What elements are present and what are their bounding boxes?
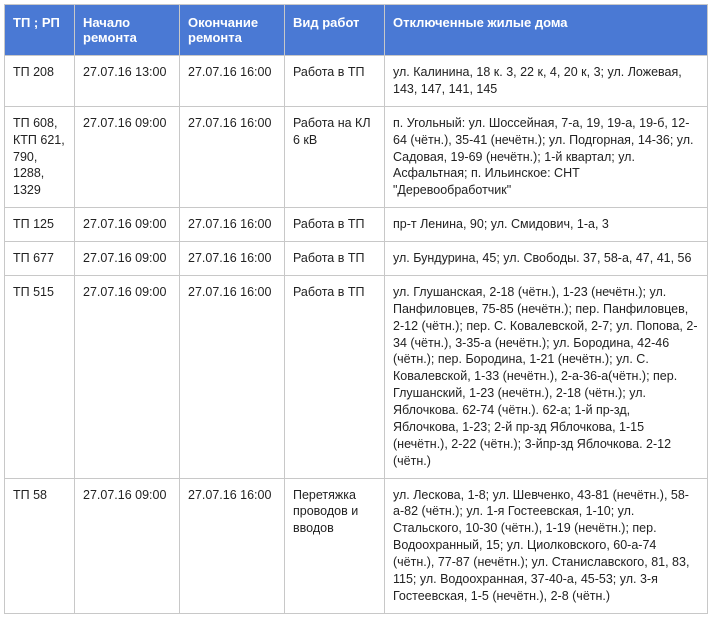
cell-work: Работа на КЛ 6 кВ [285,106,385,207]
col-start: Начало ремонта [75,5,180,56]
cell-work: Перетяжка проводов и вводов [285,478,385,613]
cell-tp: ТП 125 [5,208,75,242]
col-tp-rp: ТП ; РП [5,5,75,56]
table-header: ТП ; РП Начало ремонта Окончание ремонта… [5,5,708,56]
cell-end: 27.07.16 16:00 [180,106,285,207]
cell-start: 27.07.16 09:00 [75,242,180,276]
cell-houses: ул. Бундурина, 45; ул. Свободы. 37, 58-а… [385,242,708,276]
cell-work: Работа в ТП [285,275,385,478]
table-row: ТП 608, КТП 621, 790, 1288, 1329 27.07.1… [5,106,708,207]
cell-tp: ТП 677 [5,242,75,276]
cell-work: Работа в ТП [285,242,385,276]
cell-work: Работа в ТП [285,208,385,242]
table-row: ТП 208 27.07.16 13:00 27.07.16 16:00 Раб… [5,56,708,107]
cell-tp: ТП 608, КТП 621, 790, 1288, 1329 [5,106,75,207]
cell-work: Работа в ТП [285,56,385,107]
cell-start: 27.07.16 09:00 [75,478,180,613]
table-row: ТП 58 27.07.16 09:00 27.07.16 16:00 Пере… [5,478,708,613]
cell-houses: п. Угольный: ул. Шоссейная, 7-а, 19, 19-… [385,106,708,207]
cell-houses: пр-т Ленина, 90; ул. Смидович, 1-а, 3 [385,208,708,242]
cell-end: 27.07.16 16:00 [180,275,285,478]
cell-end: 27.07.16 16:00 [180,478,285,613]
cell-end: 27.07.16 16:00 [180,56,285,107]
col-houses: Отключенные жилые дома [385,5,708,56]
cell-tp: ТП 208 [5,56,75,107]
cell-tp: ТП 515 [5,275,75,478]
cell-end: 27.07.16 16:00 [180,208,285,242]
cell-tp: ТП 58 [5,478,75,613]
cell-start: 27.07.16 09:00 [75,275,180,478]
table-body: ТП 208 27.07.16 13:00 27.07.16 16:00 Раб… [5,56,708,614]
table-row: ТП 515 27.07.16 09:00 27.07.16 16:00 Раб… [5,275,708,478]
outage-table-container: ТП ; РП Начало ремонта Окончание ремонта… [4,4,708,614]
outage-table: ТП ; РП Начало ремонта Окончание ремонта… [4,4,708,614]
cell-end: 27.07.16 16:00 [180,242,285,276]
cell-houses: ул. Калинина, 18 к. 3, 22 к, 4, 20 к, 3;… [385,56,708,107]
table-row: ТП 677 27.07.16 09:00 27.07.16 16:00 Раб… [5,242,708,276]
col-end: Окончание ремонта [180,5,285,56]
cell-start: 27.07.16 13:00 [75,56,180,107]
cell-start: 27.07.16 09:00 [75,208,180,242]
cell-houses: ул. Глушанская, 2-18 (чётн.), 1-23 (нечё… [385,275,708,478]
cell-houses: ул. Лескова, 1-8; ул. Шевченко, 43-81 (н… [385,478,708,613]
table-row: ТП 125 27.07.16 09:00 27.07.16 16:00 Раб… [5,208,708,242]
cell-start: 27.07.16 09:00 [75,106,180,207]
col-work-type: Вид работ [285,5,385,56]
